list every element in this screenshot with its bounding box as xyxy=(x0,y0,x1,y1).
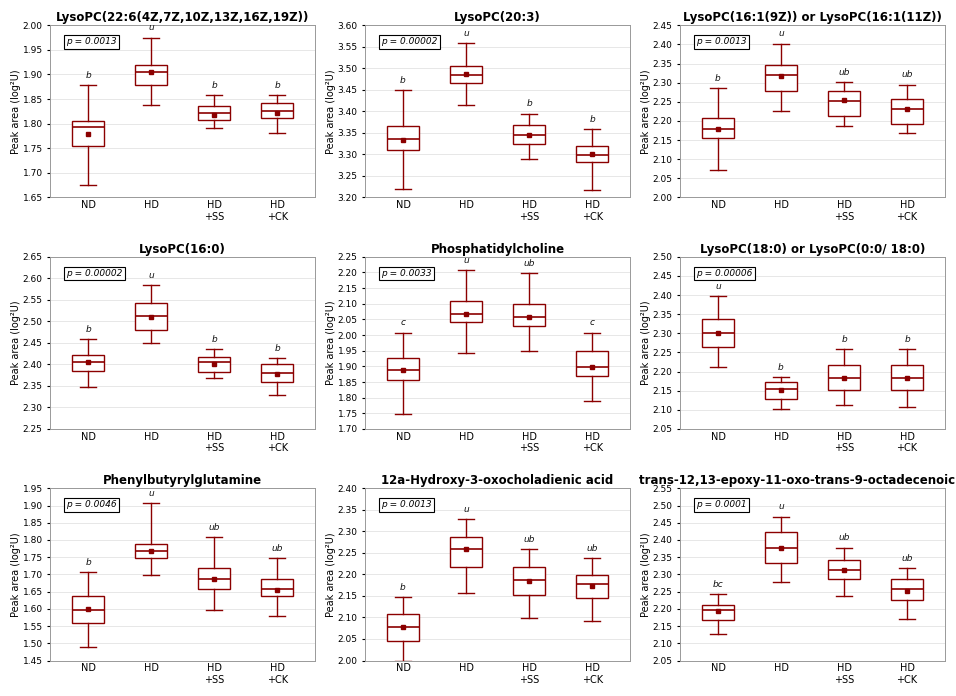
Text: ub: ub xyxy=(902,70,913,79)
Text: b: b xyxy=(85,71,91,80)
Text: p = 0.0033: p = 0.0033 xyxy=(381,269,432,278)
Title: LysoPC(16:1(9Z)) or LysoPC(16:1(11Z)): LysoPC(16:1(9Z)) or LysoPC(16:1(11Z)) xyxy=(684,11,942,24)
Text: b: b xyxy=(904,335,910,345)
Y-axis label: Peak area (log²U): Peak area (log²U) xyxy=(326,532,337,617)
PathPatch shape xyxy=(513,125,545,143)
Text: b: b xyxy=(274,344,280,353)
Text: p = 0.0013: p = 0.0013 xyxy=(66,38,117,47)
Text: u: u xyxy=(464,505,469,514)
Title: LysoPC(22:6(4Z,7Z,10Z,13Z,16Z,19Z)): LysoPC(22:6(4Z,7Z,10Z,13Z,16Z,19Z)) xyxy=(55,11,310,24)
Title: 12a-Hydroxy-3-oxocholadienic acid: 12a-Hydroxy-3-oxocholadienic acid xyxy=(381,474,614,487)
PathPatch shape xyxy=(387,614,419,641)
Text: u: u xyxy=(464,29,469,38)
PathPatch shape xyxy=(261,102,293,118)
PathPatch shape xyxy=(891,99,923,124)
PathPatch shape xyxy=(828,560,859,578)
Text: ub: ub xyxy=(272,544,283,553)
PathPatch shape xyxy=(891,365,923,390)
PathPatch shape xyxy=(828,91,859,116)
PathPatch shape xyxy=(765,382,796,399)
Y-axis label: Peak area (log²U): Peak area (log²U) xyxy=(11,532,21,617)
PathPatch shape xyxy=(136,544,167,558)
Text: p = 0.00002: p = 0.00002 xyxy=(66,269,122,278)
PathPatch shape xyxy=(198,568,229,589)
Text: bc: bc xyxy=(712,580,724,590)
PathPatch shape xyxy=(136,65,167,86)
Text: u: u xyxy=(464,256,469,264)
Text: u: u xyxy=(715,282,721,291)
Y-axis label: Peak area (log²U): Peak area (log²U) xyxy=(326,69,337,154)
Y-axis label: Peak area (log²U): Peak area (log²U) xyxy=(326,301,337,385)
Text: c: c xyxy=(401,318,405,327)
PathPatch shape xyxy=(891,578,923,600)
Text: b: b xyxy=(211,335,217,345)
Text: b: b xyxy=(589,116,595,125)
PathPatch shape xyxy=(513,567,545,595)
Y-axis label: Peak area (log²U): Peak area (log²U) xyxy=(641,532,651,617)
Text: b: b xyxy=(715,74,721,84)
Text: b: b xyxy=(841,335,847,345)
PathPatch shape xyxy=(576,145,608,162)
Text: p = 0.00002: p = 0.00002 xyxy=(381,38,438,47)
PathPatch shape xyxy=(198,356,229,372)
PathPatch shape xyxy=(703,118,734,138)
PathPatch shape xyxy=(136,303,167,330)
Title: Phosphatidylcholine: Phosphatidylcholine xyxy=(430,243,565,255)
Text: ub: ub xyxy=(208,523,220,532)
PathPatch shape xyxy=(450,537,482,567)
Text: b: b xyxy=(211,81,217,90)
PathPatch shape xyxy=(513,304,545,326)
PathPatch shape xyxy=(387,127,419,150)
Text: p = 0.00006: p = 0.00006 xyxy=(696,269,752,278)
PathPatch shape xyxy=(73,355,104,371)
Text: c: c xyxy=(590,318,595,327)
Text: p = 0.0013: p = 0.0013 xyxy=(381,500,432,509)
PathPatch shape xyxy=(703,319,734,347)
PathPatch shape xyxy=(765,65,796,91)
Y-axis label: Peak area (log²U): Peak area (log²U) xyxy=(641,69,651,154)
Text: b: b xyxy=(401,76,406,85)
Title: trans-12,13-epoxy-11-oxo-trans-9-octadecenoic acid: trans-12,13-epoxy-11-oxo-trans-9-octadec… xyxy=(639,474,956,487)
PathPatch shape xyxy=(387,358,419,379)
Text: b: b xyxy=(85,557,91,567)
Title: Phenylbutyrylglutamine: Phenylbutyrylglutamine xyxy=(103,474,262,487)
Y-axis label: Peak area (log²U): Peak area (log²U) xyxy=(641,301,651,385)
Text: b: b xyxy=(526,100,532,109)
PathPatch shape xyxy=(703,605,734,620)
PathPatch shape xyxy=(450,301,482,322)
Text: ub: ub xyxy=(523,535,534,544)
Text: p = 0.0046: p = 0.0046 xyxy=(66,500,117,509)
PathPatch shape xyxy=(450,66,482,84)
Text: u: u xyxy=(778,29,784,38)
PathPatch shape xyxy=(198,106,229,120)
Text: ub: ub xyxy=(523,259,534,268)
Text: b: b xyxy=(401,583,406,592)
Title: LysoPC(18:0) or LysoPC(0:0/ 18:0): LysoPC(18:0) or LysoPC(0:0/ 18:0) xyxy=(700,243,925,255)
Text: p = 0.0001: p = 0.0001 xyxy=(696,500,747,509)
Text: ub: ub xyxy=(586,544,598,553)
Text: b: b xyxy=(85,325,91,334)
PathPatch shape xyxy=(828,365,859,390)
Y-axis label: Peak area (log²U): Peak area (log²U) xyxy=(11,301,21,385)
Text: ub: ub xyxy=(902,554,913,563)
PathPatch shape xyxy=(73,121,104,145)
Y-axis label: Peak area (log²U): Peak area (log²U) xyxy=(11,69,21,154)
PathPatch shape xyxy=(73,596,104,624)
PathPatch shape xyxy=(261,578,293,596)
Text: b: b xyxy=(274,81,280,90)
Title: LysoPC(16:0): LysoPC(16:0) xyxy=(140,243,226,255)
Text: u: u xyxy=(778,503,784,512)
PathPatch shape xyxy=(261,365,293,383)
Text: u: u xyxy=(148,24,154,33)
Text: ub: ub xyxy=(838,533,850,542)
Text: ub: ub xyxy=(838,68,850,77)
Text: b: b xyxy=(778,363,784,372)
PathPatch shape xyxy=(765,532,796,564)
Text: u: u xyxy=(148,271,154,280)
Text: u: u xyxy=(148,489,154,498)
Title: LysoPC(20:3): LysoPC(20:3) xyxy=(454,11,541,24)
PathPatch shape xyxy=(576,351,608,377)
PathPatch shape xyxy=(576,576,608,598)
Text: p = 0.0013: p = 0.0013 xyxy=(696,38,747,47)
